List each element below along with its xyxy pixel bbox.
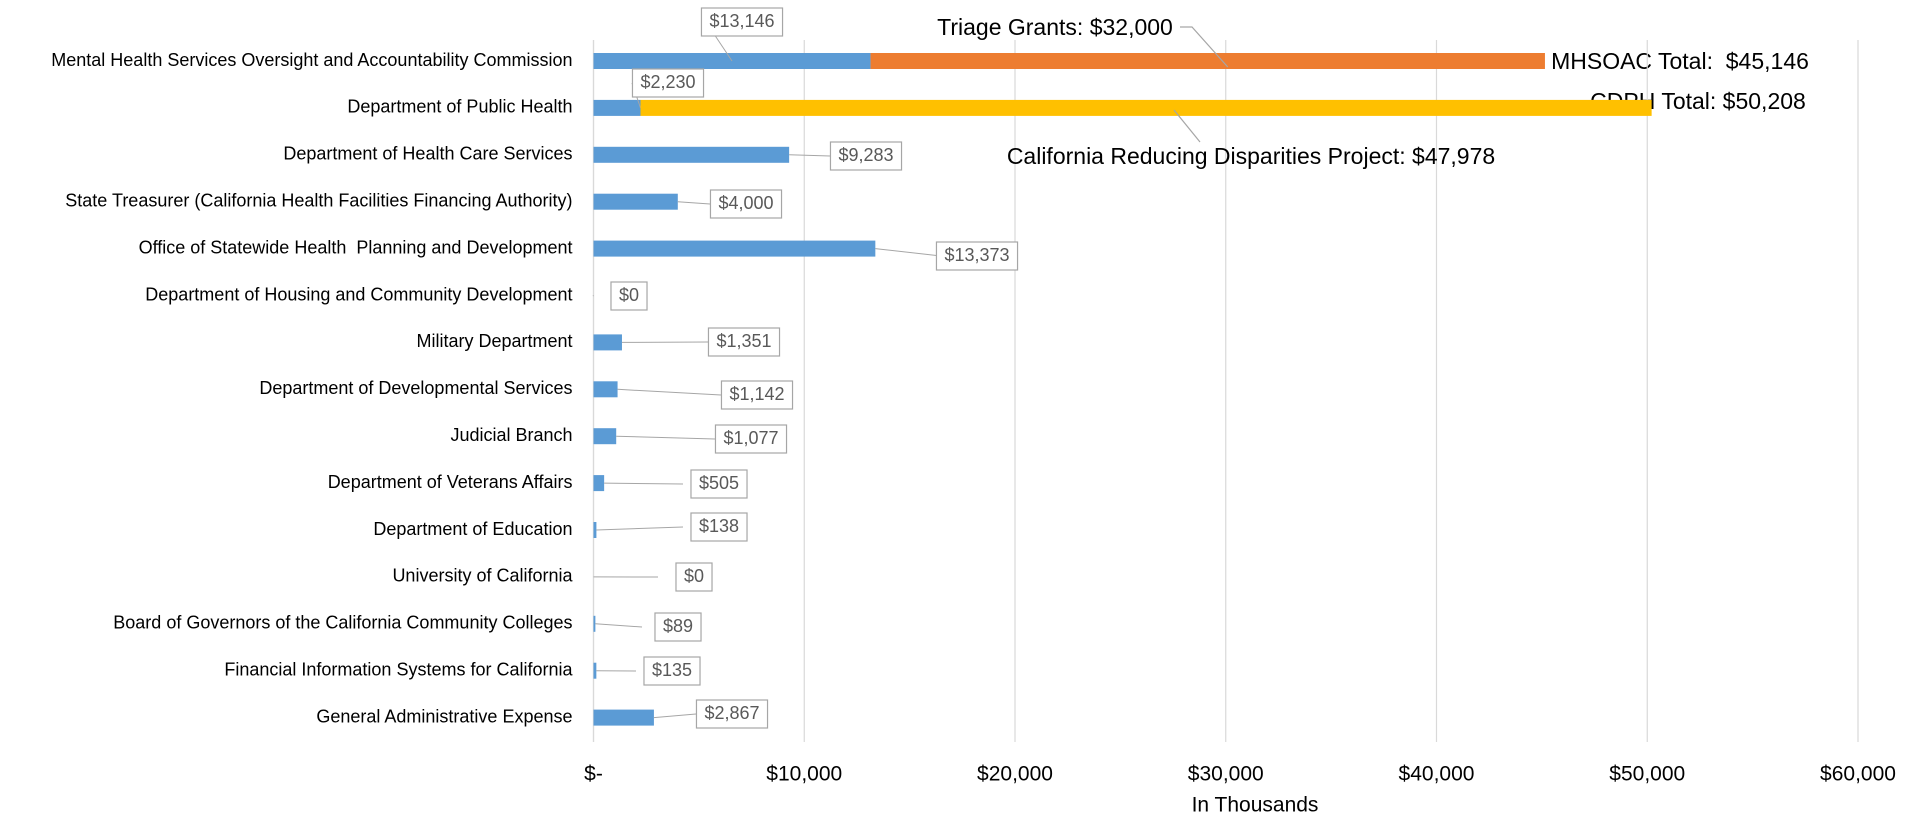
bar — [640, 99, 1652, 116]
label-box — [631, 68, 705, 98]
label-box — [690, 469, 748, 499]
category-label: General Administrative Expense — [316, 706, 572, 726]
leader-line — [592, 295, 594, 297]
value-label: $138 — [699, 516, 739, 536]
label-box — [700, 7, 784, 37]
bar — [870, 53, 1545, 69]
leader-line — [1180, 26, 1229, 68]
category-label: Financial Information Systems for Califo… — [224, 659, 573, 679]
x-tick-label: $10,000 — [766, 763, 842, 786]
value-label: $4,000 — [718, 193, 773, 213]
value-label: $1,077 — [723, 428, 778, 448]
label-box — [720, 380, 794, 410]
x-tick-label: $60,000 — [1820, 763, 1896, 786]
bar — [593, 615, 596, 632]
value-label: $0 — [684, 566, 704, 586]
leader-line — [1173, 109, 1201, 143]
label-box — [829, 141, 903, 171]
category-label: Board of Governors of the California Com… — [113, 613, 572, 633]
bar — [593, 381, 618, 398]
category-label: Office of Statewide Health Planning and … — [139, 237, 573, 257]
label-box — [675, 562, 713, 592]
value-label: $13,373 — [944, 245, 1009, 265]
x-tick-label: $30,000 — [1188, 763, 1264, 786]
value-label: $1,142 — [729, 384, 784, 404]
value-label: $1,351 — [716, 331, 771, 351]
value-label: California Reducing Disparities Project:… — [1007, 143, 1495, 169]
leader-line — [616, 435, 716, 440]
label-box — [714, 424, 788, 454]
bar — [593, 334, 622, 351]
x-tick-label: $20,000 — [977, 763, 1053, 786]
category-label: State Treasurer (California Health Facil… — [65, 190, 572, 210]
value-label: $89 — [663, 616, 693, 636]
category-label: Department of Veterans Affairs — [328, 472, 573, 492]
leader-line — [617, 388, 722, 396]
category-label: University of California — [392, 566, 573, 586]
bar — [593, 193, 678, 210]
category-label: Department of Housing and Community Deve… — [145, 284, 572, 304]
x-tick-label: $50,000 — [1609, 763, 1685, 786]
bar — [593, 522, 597, 538]
bar — [593, 146, 790, 163]
label-box — [610, 281, 648, 311]
leader-line — [595, 623, 643, 628]
category-label: Department of Education — [373, 519, 572, 539]
leader-line — [653, 713, 697, 719]
label-box — [643, 656, 701, 686]
bar — [593, 240, 876, 257]
category-label: Military Department — [416, 331, 572, 351]
bar — [593, 99, 641, 116]
value-label: $2,867 — [704, 703, 759, 723]
category-label: Department of Health Care Services — [283, 144, 572, 164]
label-box — [935, 241, 1019, 271]
label-box — [695, 699, 769, 729]
value-label: $505 — [699, 473, 739, 493]
value-label: $9,283 — [838, 145, 893, 165]
x-tick-label: $40,000 — [1399, 763, 1475, 786]
value-label: $13,146 — [709, 11, 774, 31]
bar — [593, 428, 617, 445]
category-label: Department of Developmental Services — [259, 378, 572, 398]
bar — [593, 475, 605, 492]
label-box — [707, 327, 781, 357]
bar — [593, 709, 654, 726]
category-label: Judicial Branch — [450, 425, 572, 445]
value-label: $2,230 — [640, 72, 695, 92]
label-box — [690, 512, 748, 542]
label-box — [654, 612, 702, 642]
value-label: $0 — [619, 285, 639, 305]
x-tick-label: $- — [584, 763, 603, 786]
label-box — [709, 189, 783, 219]
value-label: $135 — [652, 660, 692, 680]
x-axis-label: In Thousands — [1192, 794, 1319, 815]
leader-line — [789, 154, 831, 157]
category-label: Mental Health Services Oversight and Acc… — [51, 50, 572, 70]
bar — [593, 662, 597, 679]
category-label: Department of Public Health — [347, 97, 572, 117]
leader-line — [604, 482, 684, 485]
value-label: Triage Grants: $32,000 — [937, 14, 1173, 40]
leader-line — [677, 201, 711, 205]
annotation: MHSOAC Total: $45,146 — [1551, 48, 1809, 74]
leader-line — [596, 526, 684, 531]
leader-line — [875, 248, 942, 257]
